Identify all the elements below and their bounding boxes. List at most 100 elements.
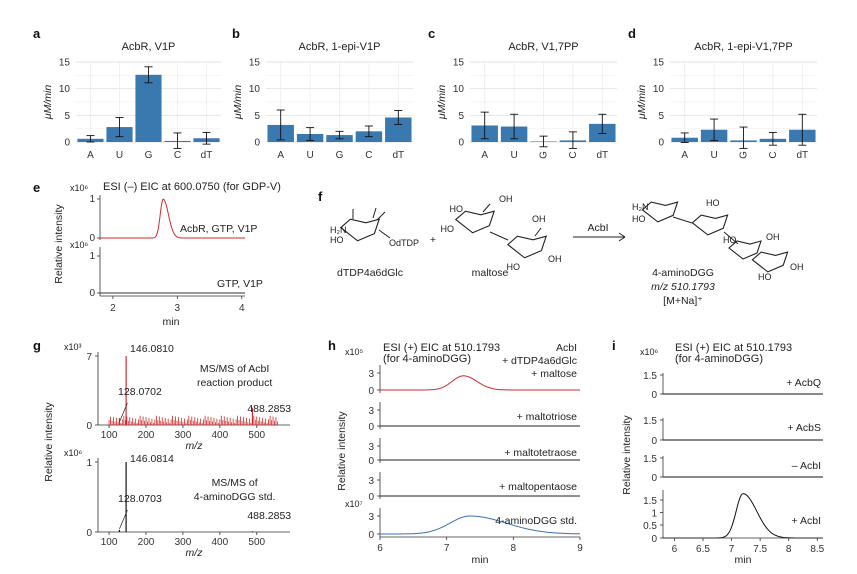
x-axis-label: min (735, 554, 752, 566)
x-tick-label: 4 (239, 303, 245, 314)
annotation-leader (119, 402, 128, 423)
y-tick-label: 0 (651, 436, 657, 447)
x-tick-label: C (568, 151, 579, 158)
y-tick-label: 1 (89, 194, 95, 205)
x-tick-label: 300 (175, 430, 192, 441)
x-tick-label: U (710, 150, 717, 161)
trace-line (380, 515, 580, 535)
reactant1-label: dTDP4a6dGlc (337, 267, 403, 279)
x-tick-label: dT (596, 150, 608, 161)
x-tick-label: 300 (175, 537, 192, 548)
x-tick-label: 400 (212, 537, 229, 548)
atom-label: OH (548, 254, 562, 264)
atom-label: HO (330, 235, 344, 245)
x-axis-label: min (472, 554, 489, 566)
atom-label: OH (790, 262, 804, 272)
x-tick-label: dT (796, 150, 808, 161)
y-tick-label: 0.5 (643, 521, 657, 532)
scale-label: x10⁶ (640, 347, 659, 357)
atom-label: HO (450, 204, 464, 214)
x-tick-label: C (768, 151, 779, 158)
x-tick-label: A (87, 150, 94, 161)
x-tick-label: G (145, 150, 153, 161)
y-tick-label: 1.5 (643, 371, 657, 382)
spectrum-label: 4-aminoDGG std. (194, 491, 276, 503)
x-axis-label: m/z (186, 440, 204, 452)
y-tick-label: 0 (89, 233, 95, 244)
y-tick-label: 1.5 (643, 496, 657, 507)
trace-label: + maltose (531, 368, 577, 380)
chart-title: AcbR, 1-epi-V1P (299, 41, 381, 53)
atom-label: OH (499, 194, 513, 204)
trace-label: + maltopentaose (499, 481, 577, 493)
y-tick-label: 0 (651, 390, 657, 401)
bond (672, 216, 693, 224)
product-mz: m/z 510.1793 (651, 281, 715, 293)
y-axis-label: Relative intensity (53, 204, 65, 284)
peak-annotation: 488.2853 (247, 510, 291, 522)
x-tick-label: U (116, 150, 123, 161)
atom-label: OH (766, 232, 780, 242)
y-axis-label: Relative intensity (621, 415, 633, 495)
trace-line (100, 198, 245, 239)
x-tick-label: 100 (101, 537, 118, 548)
chart-title: AcbR, V1,7PP (508, 41, 578, 53)
y-tick-label: 3 (368, 476, 374, 487)
y-tick-label: 0 (254, 138, 260, 149)
plus-sign: + (430, 234, 436, 246)
chart-title: AcbR, 1-epi-V1,7PP (694, 41, 792, 53)
x-tick-label: C (174, 150, 181, 161)
panel-letter: a (33, 26, 41, 41)
y-tick-label: 0 (368, 530, 374, 541)
trace-line (380, 375, 580, 391)
y-tick-label: 0 (368, 386, 374, 397)
atom-label: HO (632, 214, 646, 224)
y-axis-label: μM/min (42, 85, 54, 120)
y-tick-label: 7 (86, 352, 92, 363)
trace-label: GTP, V1P (217, 278, 263, 290)
peak-annotation: 488.2853 (247, 403, 291, 415)
panel-e: e ESI (–) EIC at 600.0750 (for GDP-V) x10⁶… (33, 180, 281, 328)
peak-annotation: 128.0702 (118, 386, 162, 398)
y-tick-label: 15 (249, 58, 261, 69)
x-tick-label: G (336, 150, 344, 161)
y-tick-label: 0 (86, 528, 92, 539)
panel-letter: h (328, 338, 336, 353)
atom-label: HO (507, 262, 521, 272)
atom-label: HO (723, 235, 737, 245)
panel-letter: d (628, 26, 636, 41)
panel-letter: i (612, 338, 616, 353)
scale-label: x10⁶ (64, 448, 83, 458)
product-ion: [M+Na]⁺ (663, 295, 703, 307)
scale-label: x10⁷ (345, 499, 363, 509)
y-tick-label: 1.5 (643, 454, 657, 465)
panel-letter: b (232, 26, 240, 41)
sugar-ring (751, 251, 789, 273)
atom-label: OH (532, 214, 546, 224)
y-tick-label: 5 (458, 111, 464, 122)
x-tick-label: 200 (138, 430, 155, 441)
x-tick-label: 8 (786, 544, 792, 555)
bond (378, 229, 391, 239)
scale-label: x10³ (64, 342, 82, 352)
x-tick-label: 7 (729, 544, 735, 555)
peak-annotation: 146.0810 (130, 343, 174, 355)
x-tick-label: A (681, 150, 688, 161)
x-tick-label: 400 (212, 430, 229, 441)
sugar-ring (506, 235, 548, 259)
trace-label: + AcbI (792, 515, 821, 527)
atom-label: HO (441, 224, 455, 234)
y-tick-label: 1.5 (643, 416, 657, 427)
atom-label: H₂N (632, 202, 649, 212)
y-tick-label: 0 (651, 534, 657, 545)
scale-label: x10⁶ (70, 240, 89, 250)
y-tick-label: 1 (86, 458, 92, 469)
bond (372, 207, 377, 219)
y-tick-label: 10 (453, 84, 465, 95)
atom-label: HO (706, 198, 720, 208)
